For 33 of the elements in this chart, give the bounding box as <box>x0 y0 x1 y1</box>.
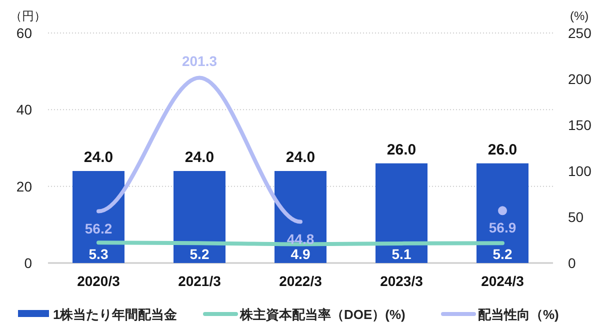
x-tick-label: 2024/3 <box>481 273 524 289</box>
legend-label: 1株当たり年間配当金 <box>53 307 178 322</box>
y-axis-title: （円） <box>10 9 46 23</box>
legend-label: 配当性向（%) <box>478 307 559 322</box>
data-label: 201.3 <box>182 52 218 69</box>
data-label: 26.0 <box>488 141 518 158</box>
data-label: 5.2 <box>190 246 210 262</box>
data-label: 4.9 <box>290 246 310 262</box>
y-tick-label: 40 <box>16 102 32 118</box>
x-tick-label: 2022/3 <box>279 273 322 289</box>
y2-tick-label: 0 <box>568 255 576 271</box>
legend-label: 株主資本配当率（DOE）(%) <box>239 307 406 322</box>
y-tick-label: 0 <box>24 255 32 271</box>
x-tick-label: 2023/3 <box>380 273 424 289</box>
y2-tick-label: 150 <box>568 117 592 133</box>
x-tick-label: 2021/3 <box>178 273 222 289</box>
data-label: 24.0 <box>286 149 316 166</box>
y2-tick-label: 100 <box>568 163 592 179</box>
data-label: 26.0 <box>386 141 416 158</box>
data-label: 5.3 <box>88 246 108 262</box>
y2-tick-label: 200 <box>568 71 592 87</box>
y2-axis-title: (%) <box>570 9 589 23</box>
x-tick-label: 2020/3 <box>77 273 120 289</box>
data-label: 24.0 <box>84 149 114 166</box>
y-tick-label: 60 <box>16 25 32 41</box>
y-tick-label: 20 <box>16 178 32 194</box>
data-label: 56.2 <box>84 220 112 236</box>
y2-tick-label: 50 <box>568 209 584 225</box>
data-label: 56.9 <box>488 220 516 236</box>
y2-tick-label: 250 <box>568 25 592 41</box>
data-label: 5.1 <box>392 246 412 262</box>
data-label: 5.2 <box>492 246 512 262</box>
data-label: 24.0 <box>184 149 214 166</box>
